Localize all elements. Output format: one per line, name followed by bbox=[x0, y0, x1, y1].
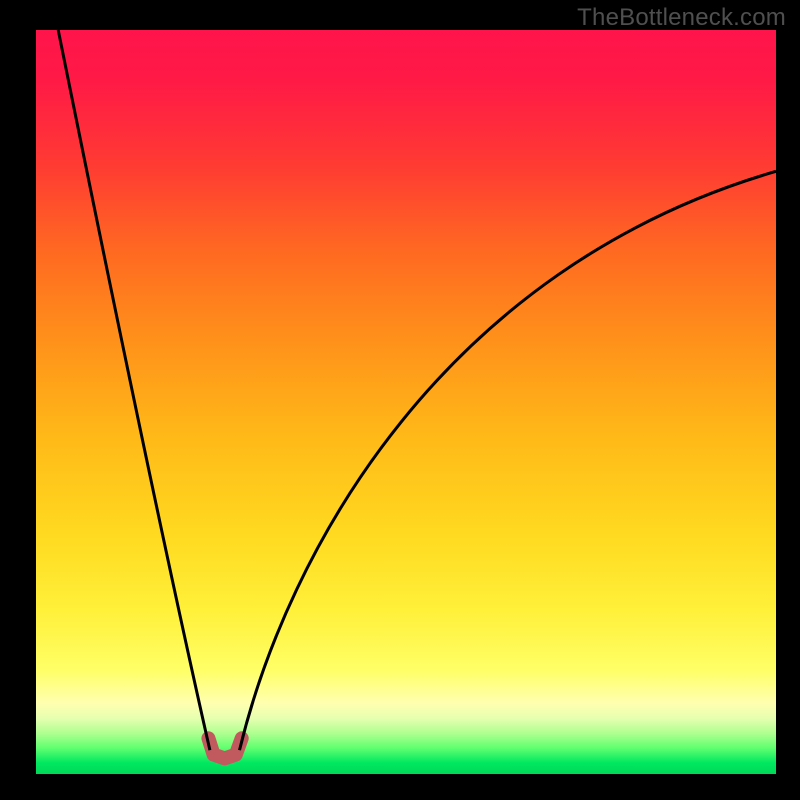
chart-stage: { "canvas": { "width": 800, "height": 80… bbox=[0, 0, 800, 800]
plot-area bbox=[36, 30, 776, 774]
watermark-text: TheBottleneck.com bbox=[577, 4, 786, 32]
curve-layer bbox=[36, 30, 776, 774]
bottleneck-marker bbox=[208, 738, 241, 758]
right-curve bbox=[240, 171, 777, 750]
left-curve bbox=[58, 30, 210, 750]
